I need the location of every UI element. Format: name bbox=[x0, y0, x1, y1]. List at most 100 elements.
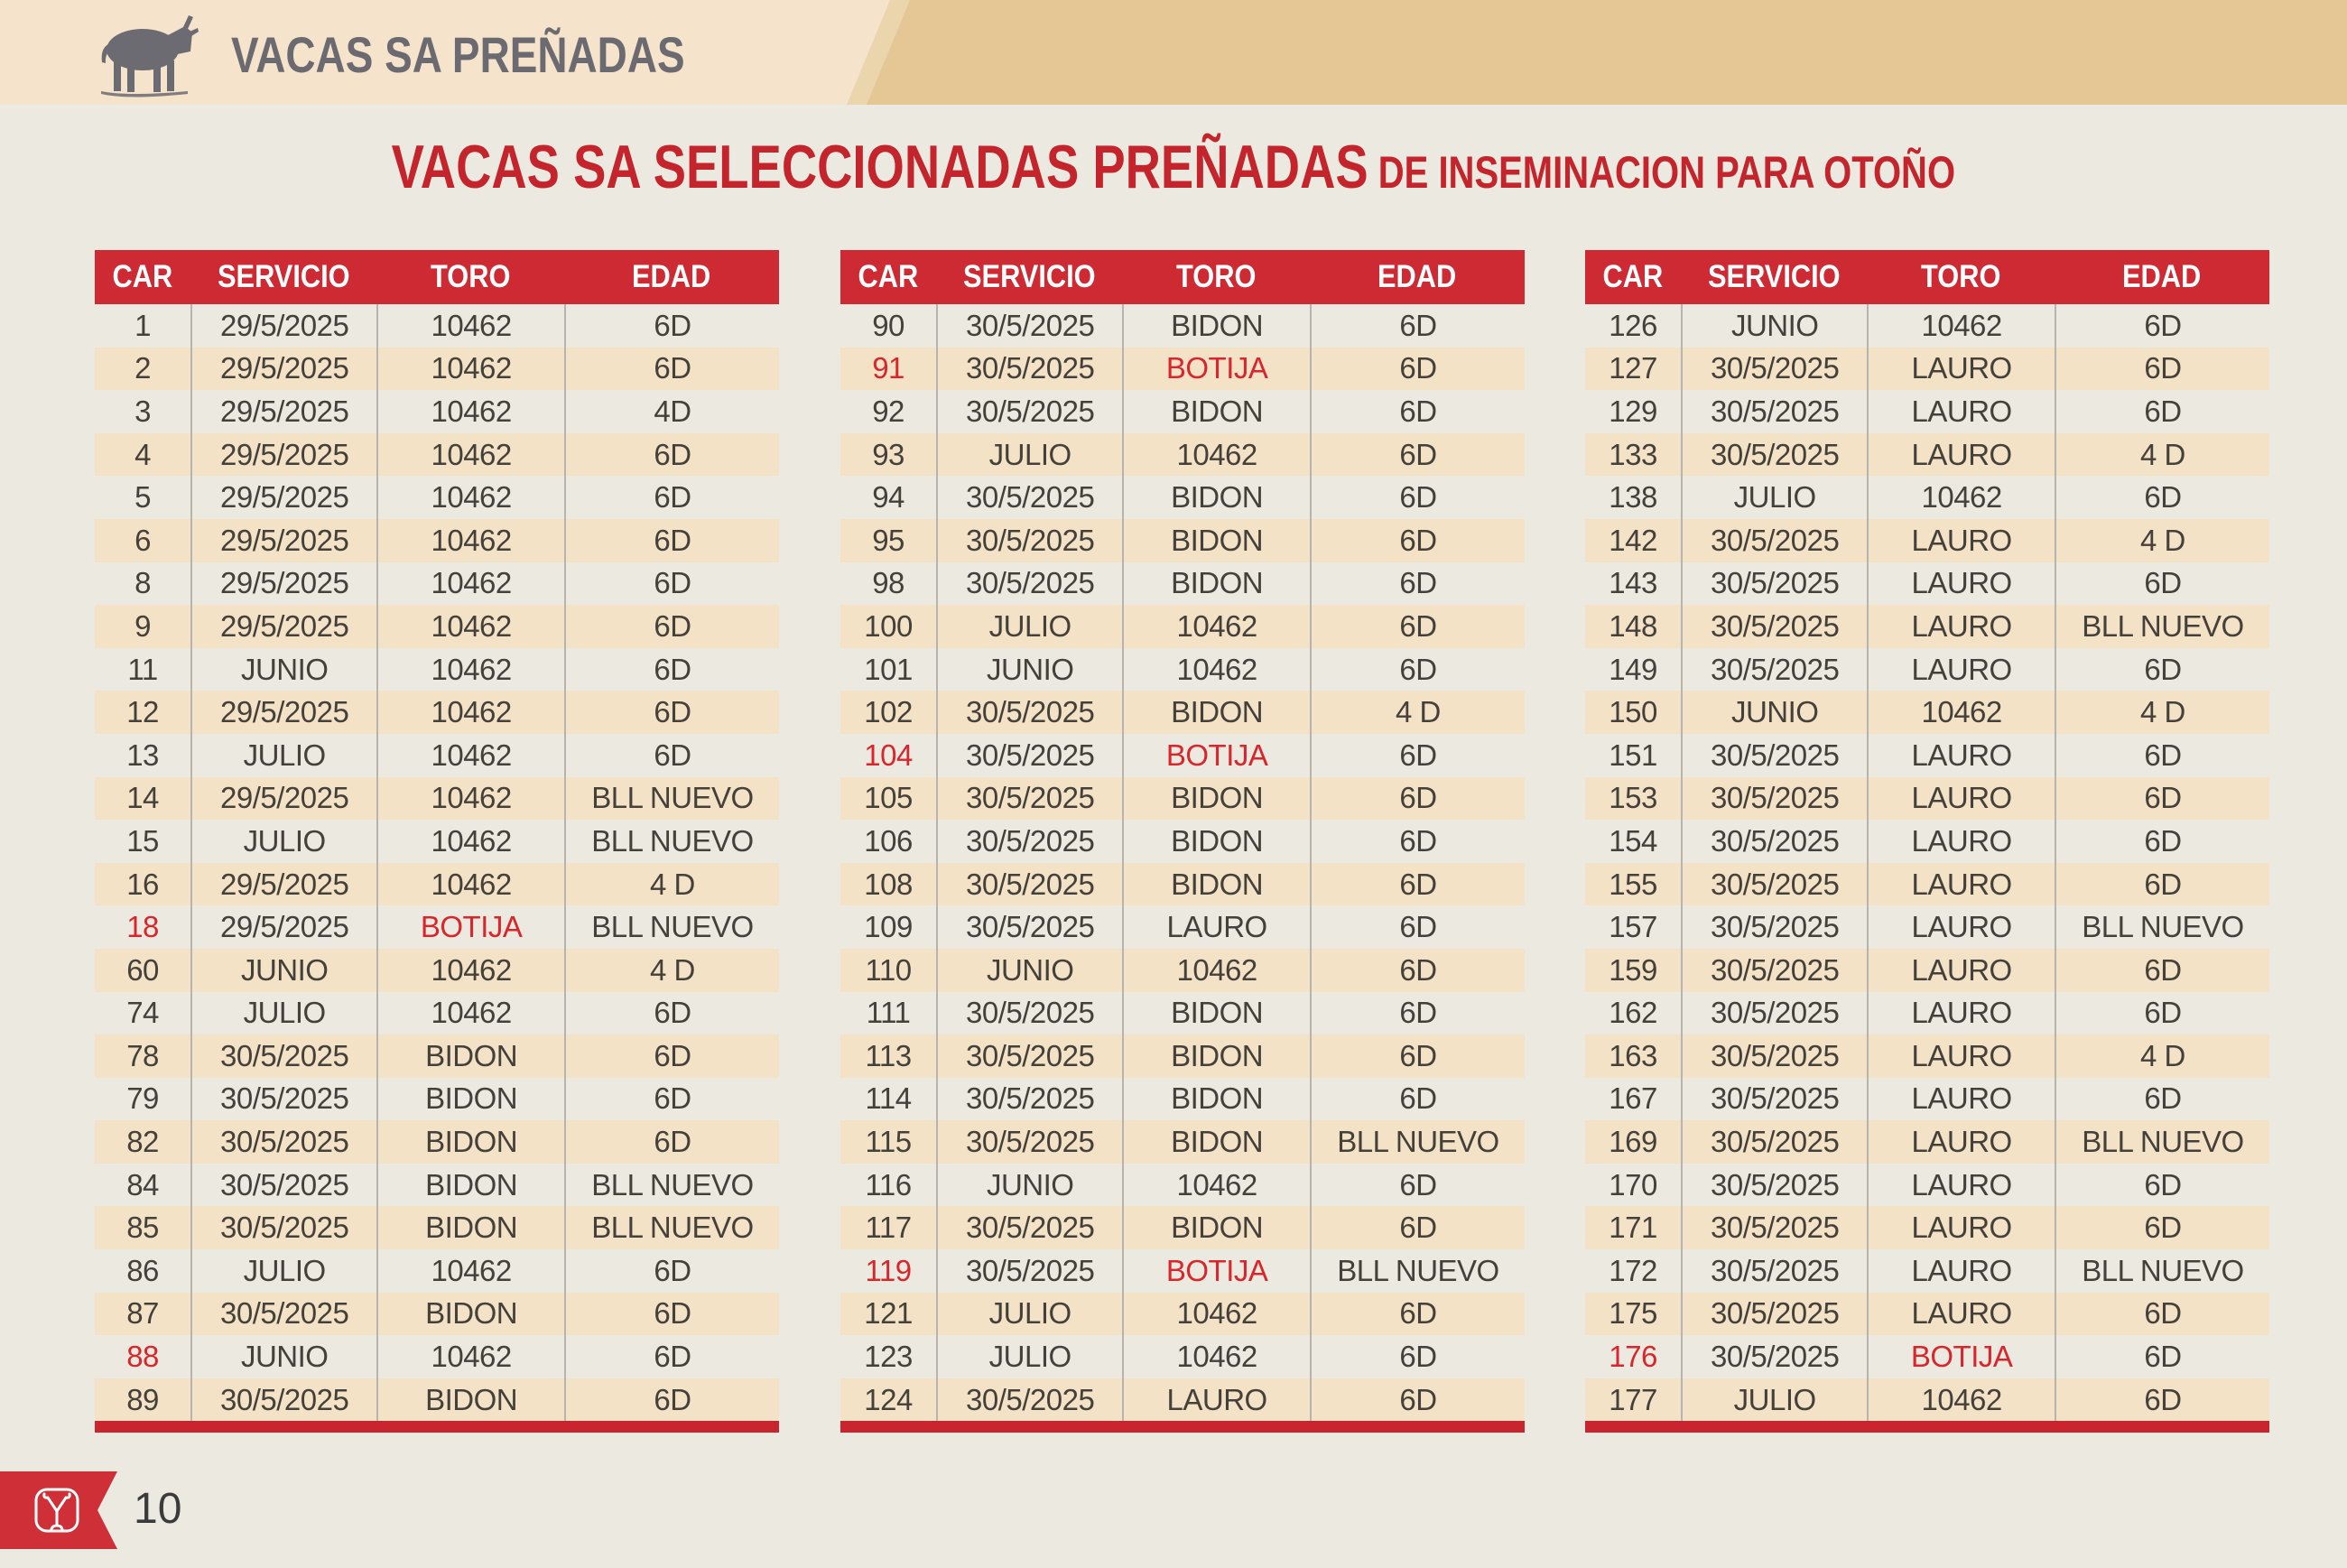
table-row: 171 30/5/2025 LAURO 6D bbox=[1585, 1206, 2269, 1250]
table-row: 89 30/5/2025 BIDON 6D bbox=[95, 1378, 779, 1422]
cell-car: 5 bbox=[135, 480, 151, 515]
column-header: SERVICIO bbox=[1707, 259, 1841, 294]
table-row: 110 JUNIO 10462 6D bbox=[840, 948, 1525, 992]
cell-toro: 10462 bbox=[1122, 647, 1310, 691]
cell-toro: 10462 bbox=[376, 1335, 564, 1378]
table-row: 138 JULIO 10462 6D bbox=[1585, 476, 2269, 519]
cell-car: 163 bbox=[1609, 1038, 1657, 1072]
table-row: 15 JULIO 10462 BLL NUEVO bbox=[95, 820, 779, 863]
page-title-sub: DE INSEMINACION PARA OTOÑO bbox=[1368, 147, 1956, 198]
cell-servicio: 30/5/2025 bbox=[936, 776, 1122, 821]
table-row: 13 JULIO 10462 6D bbox=[95, 733, 779, 777]
table-row: 143 30/5/2025 LAURO 6D bbox=[1585, 561, 2269, 606]
cell-car: 171 bbox=[1609, 1211, 1657, 1245]
cell-car: 84 bbox=[126, 1167, 159, 1202]
cell-edad: 4 D bbox=[2054, 691, 2269, 734]
cell-car: 129 bbox=[1609, 394, 1657, 428]
cell-toro: 10462 bbox=[376, 304, 564, 348]
cell-toro: BIDON bbox=[1122, 862, 1310, 906]
cell-car: 8 bbox=[135, 566, 151, 600]
table-row: 95 30/5/2025 BIDON 6D bbox=[840, 518, 1525, 562]
cell-car: 95 bbox=[872, 523, 904, 557]
cell-car: 87 bbox=[126, 1296, 159, 1331]
table-row: 117 30/5/2025 BIDON 6D bbox=[840, 1206, 1525, 1250]
cell-car: 9 bbox=[135, 608, 151, 643]
table-row: 12 29/5/2025 10462 6D bbox=[95, 691, 779, 734]
table-row: 116 JUNIO 10462 6D bbox=[840, 1163, 1525, 1207]
table-row: 124 30/5/2025 LAURO 6D bbox=[840, 1378, 1525, 1422]
cell-edad: 6D bbox=[2054, 1077, 2269, 1121]
table-row: 4 29/5/2025 10462 6D bbox=[95, 432, 779, 477]
cell-toro: 10462 bbox=[376, 561, 564, 606]
table-row: 82 30/5/2025 BIDON 6D bbox=[95, 1120, 779, 1164]
cell-toro: 10462 bbox=[1867, 476, 2055, 519]
cell-edad: 6D bbox=[1309, 862, 1525, 906]
cell-servicio: 30/5/2025 bbox=[936, 561, 1122, 606]
cell-toro: BIDON bbox=[1122, 1077, 1310, 1121]
top-band: VACAS SA PREÑADAS bbox=[0, 0, 2347, 105]
table-row: 92 30/5/2025 BIDON 6D bbox=[840, 390, 1525, 433]
cell-toro: LAURO bbox=[1867, 1206, 2055, 1250]
cell-car: 60 bbox=[126, 952, 159, 987]
cell-servicio: 30/5/2025 bbox=[936, 390, 1122, 433]
cell-car: 115 bbox=[865, 1125, 912, 1159]
cell-servicio: 29/5/2025 bbox=[190, 862, 376, 906]
cell-edad: BLL NUEVO bbox=[563, 820, 779, 863]
table-row: 129 30/5/2025 LAURO 6D bbox=[1585, 390, 2269, 433]
cell-car: 16 bbox=[126, 867, 159, 901]
table-row: 151 30/5/2025 LAURO 6D bbox=[1585, 733, 2269, 777]
cell-servicio: 29/5/2025 bbox=[190, 561, 376, 606]
cell-car: 169 bbox=[1609, 1125, 1657, 1159]
cell-edad: 6D bbox=[563, 605, 779, 648]
table-row: 176 30/5/2025 BOTIJA 6D bbox=[1585, 1335, 2269, 1378]
cell-servicio: 30/5/2025 bbox=[1681, 948, 1867, 992]
cell-servicio: JULIO bbox=[190, 991, 376, 1035]
table-row: 142 30/5/2025 LAURO 4 D bbox=[1585, 518, 2269, 562]
table-row: 101 JUNIO 10462 6D bbox=[840, 647, 1525, 691]
table-row: 86 JULIO 10462 6D bbox=[95, 1249, 779, 1293]
cell-servicio: 30/5/2025 bbox=[936, 1206, 1122, 1250]
cell-servicio: 30/5/2025 bbox=[1681, 390, 1867, 433]
table-row: 148 30/5/2025 LAURO BLL NUEVO bbox=[1585, 605, 2269, 648]
cell-edad: 6D bbox=[2054, 820, 2269, 863]
cell-edad: 6D bbox=[563, 518, 779, 562]
cell-car: 133 bbox=[1609, 437, 1657, 471]
table-row: 159 30/5/2025 LAURO 6D bbox=[1585, 948, 2269, 992]
table-row: 5 29/5/2025 10462 6D bbox=[95, 476, 779, 519]
cell-edad: 6D bbox=[1309, 561, 1525, 606]
cell-servicio: 30/5/2025 bbox=[1681, 518, 1867, 562]
cell-toro: 10462 bbox=[1867, 304, 2055, 348]
cell-servicio: 29/5/2025 bbox=[190, 304, 376, 348]
cell-toro: 10462 bbox=[1867, 1378, 2055, 1422]
brand-icon bbox=[34, 1488, 79, 1533]
cell-servicio: 30/5/2025 bbox=[1681, 432, 1867, 477]
cell-servicio: JULIO bbox=[936, 1335, 1122, 1378]
table-3-header: CAR SERVICIO TORO EDAD bbox=[1585, 250, 2269, 304]
column-header: EDAD bbox=[2122, 259, 2202, 294]
cell-car: 94 bbox=[872, 480, 904, 515]
cell-edad: BLL NUEVO bbox=[563, 905, 779, 949]
table-row: 1 29/5/2025 10462 6D bbox=[95, 304, 779, 348]
cell-toro: 10462 bbox=[376, 518, 564, 562]
cell-servicio: JUNIO bbox=[190, 1335, 376, 1378]
cell-car: 88 bbox=[126, 1340, 159, 1374]
cell-edad: 6D bbox=[2054, 948, 2269, 992]
cell-servicio: 30/5/2025 bbox=[936, 991, 1122, 1035]
cell-edad: 6D bbox=[563, 1335, 779, 1378]
cell-servicio: 30/5/2025 bbox=[1681, 905, 1867, 949]
table-row: 163 30/5/2025 LAURO 4 D bbox=[1585, 1035, 2269, 1078]
cell-car: 11 bbox=[127, 652, 158, 686]
column-header: SERVICIO bbox=[217, 259, 350, 294]
cell-edad: 6D bbox=[563, 733, 779, 777]
cell-servicio: JULIO bbox=[190, 733, 376, 777]
cell-edad: 6D bbox=[2054, 776, 2269, 821]
cell-toro: LAURO bbox=[1867, 1163, 2055, 1207]
cell-edad: 4 D bbox=[1309, 691, 1525, 734]
cell-car: 126 bbox=[1609, 308, 1657, 342]
band-title: VACAS SA PREÑADAS bbox=[231, 25, 685, 83]
cell-toro: BIDON bbox=[1122, 561, 1310, 606]
cell-car: 105 bbox=[864, 781, 913, 815]
table-2-bottom-bar bbox=[840, 1421, 1525, 1433]
table-row: 104 30/5/2025 BOTIJA 6D bbox=[840, 733, 1525, 777]
column-header: TORO bbox=[1920, 259, 2001, 294]
